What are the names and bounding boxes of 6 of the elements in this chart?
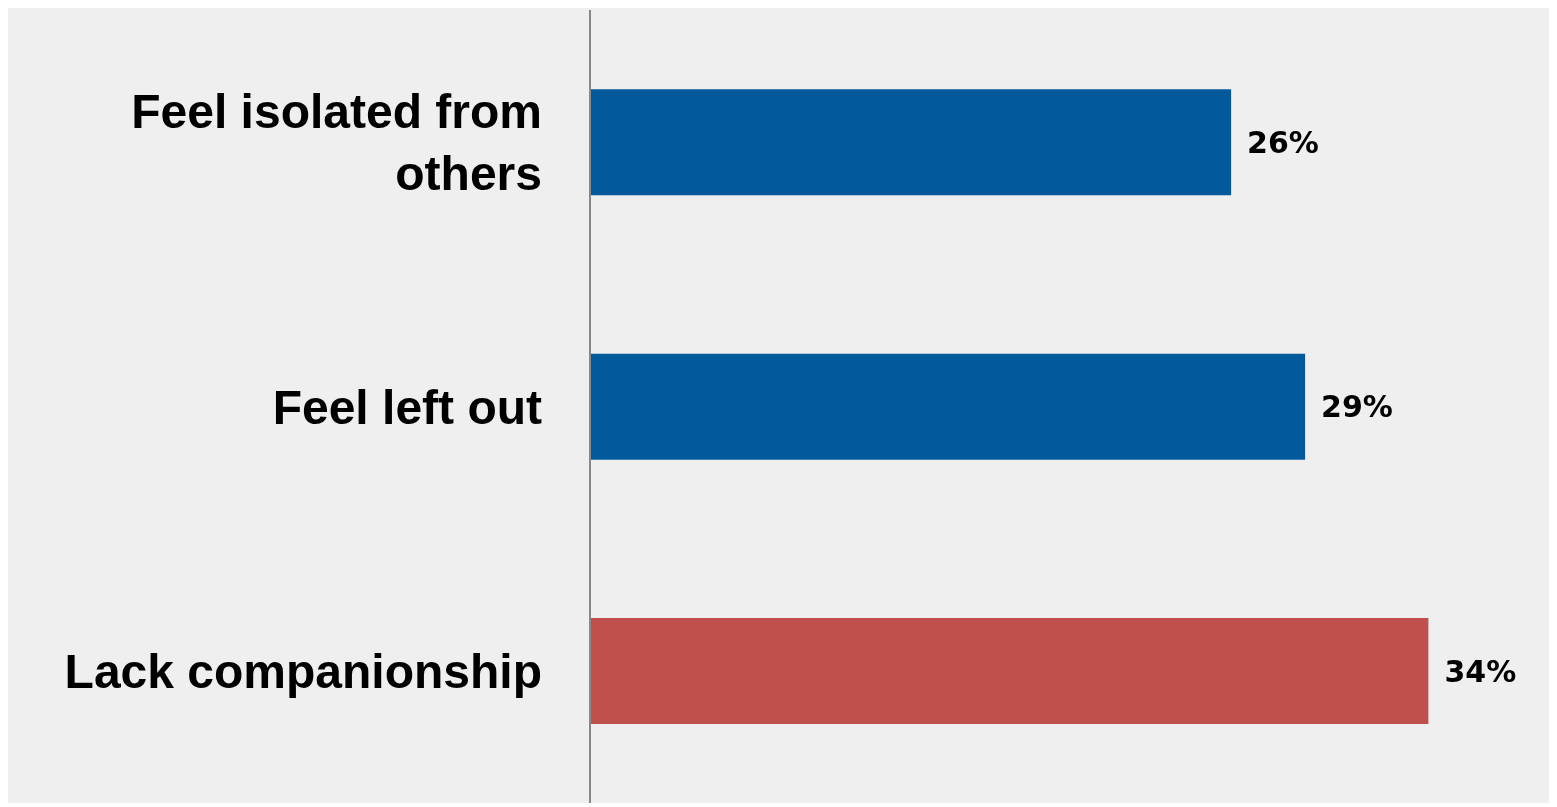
data-label: 26% <box>1247 124 1319 160</box>
data-label: 34% <box>1444 653 1517 689</box>
y-tick-label: Feel isolated from others <box>131 84 542 200</box>
y-tick-label: Feel left out <box>272 380 543 433</box>
y-tick-label: Lack companionship <box>64 644 542 698</box>
data-label: 29% <box>1321 389 1393 425</box>
